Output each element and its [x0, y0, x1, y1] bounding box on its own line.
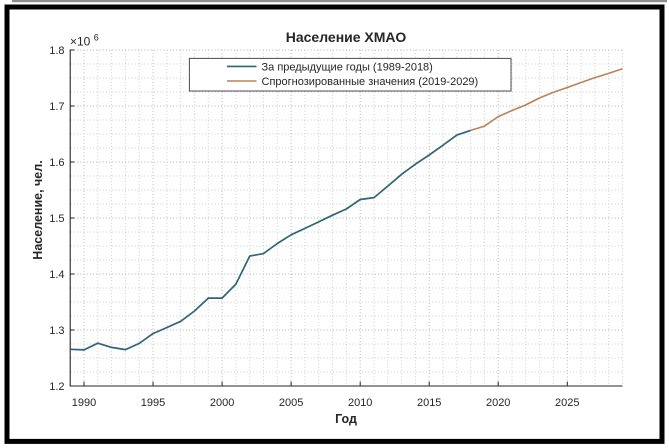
svg-text:2020: 2020 — [486, 397, 510, 409]
svg-text:2000: 2000 — [210, 397, 234, 409]
svg-text:1.7: 1.7 — [49, 101, 64, 113]
svg-text:2010: 2010 — [348, 397, 372, 409]
svg-text:1.6: 1.6 — [49, 157, 64, 169]
svg-text:2015: 2015 — [417, 397, 441, 409]
svg-text:6: 6 — [94, 33, 99, 43]
svg-text:Население, чел.: Население, чел. — [31, 160, 45, 259]
svg-text:Год: Год — [335, 412, 357, 426]
svg-text:1.8: 1.8 — [49, 45, 64, 57]
svg-text:×10: ×10 — [70, 35, 91, 49]
svg-text:1990: 1990 — [72, 397, 96, 409]
svg-text:1.5: 1.5 — [49, 213, 64, 225]
svg-text:1.4: 1.4 — [49, 269, 64, 281]
svg-text:За предыдущие годы (1989-2018): За предыдущие годы (1989-2018) — [262, 61, 433, 73]
svg-text:1.2: 1.2 — [49, 381, 64, 393]
svg-text:1.3: 1.3 — [49, 325, 64, 337]
svg-text:Население ХМАО: Население ХМАО — [286, 29, 407, 45]
svg-text:2025: 2025 — [555, 397, 579, 409]
svg-text:Спрогнозированные значения (20: Спрогнозированные значения (2019-2029) — [262, 76, 479, 88]
svg-text:1995: 1995 — [141, 397, 165, 409]
svg-text:2005: 2005 — [279, 397, 303, 409]
